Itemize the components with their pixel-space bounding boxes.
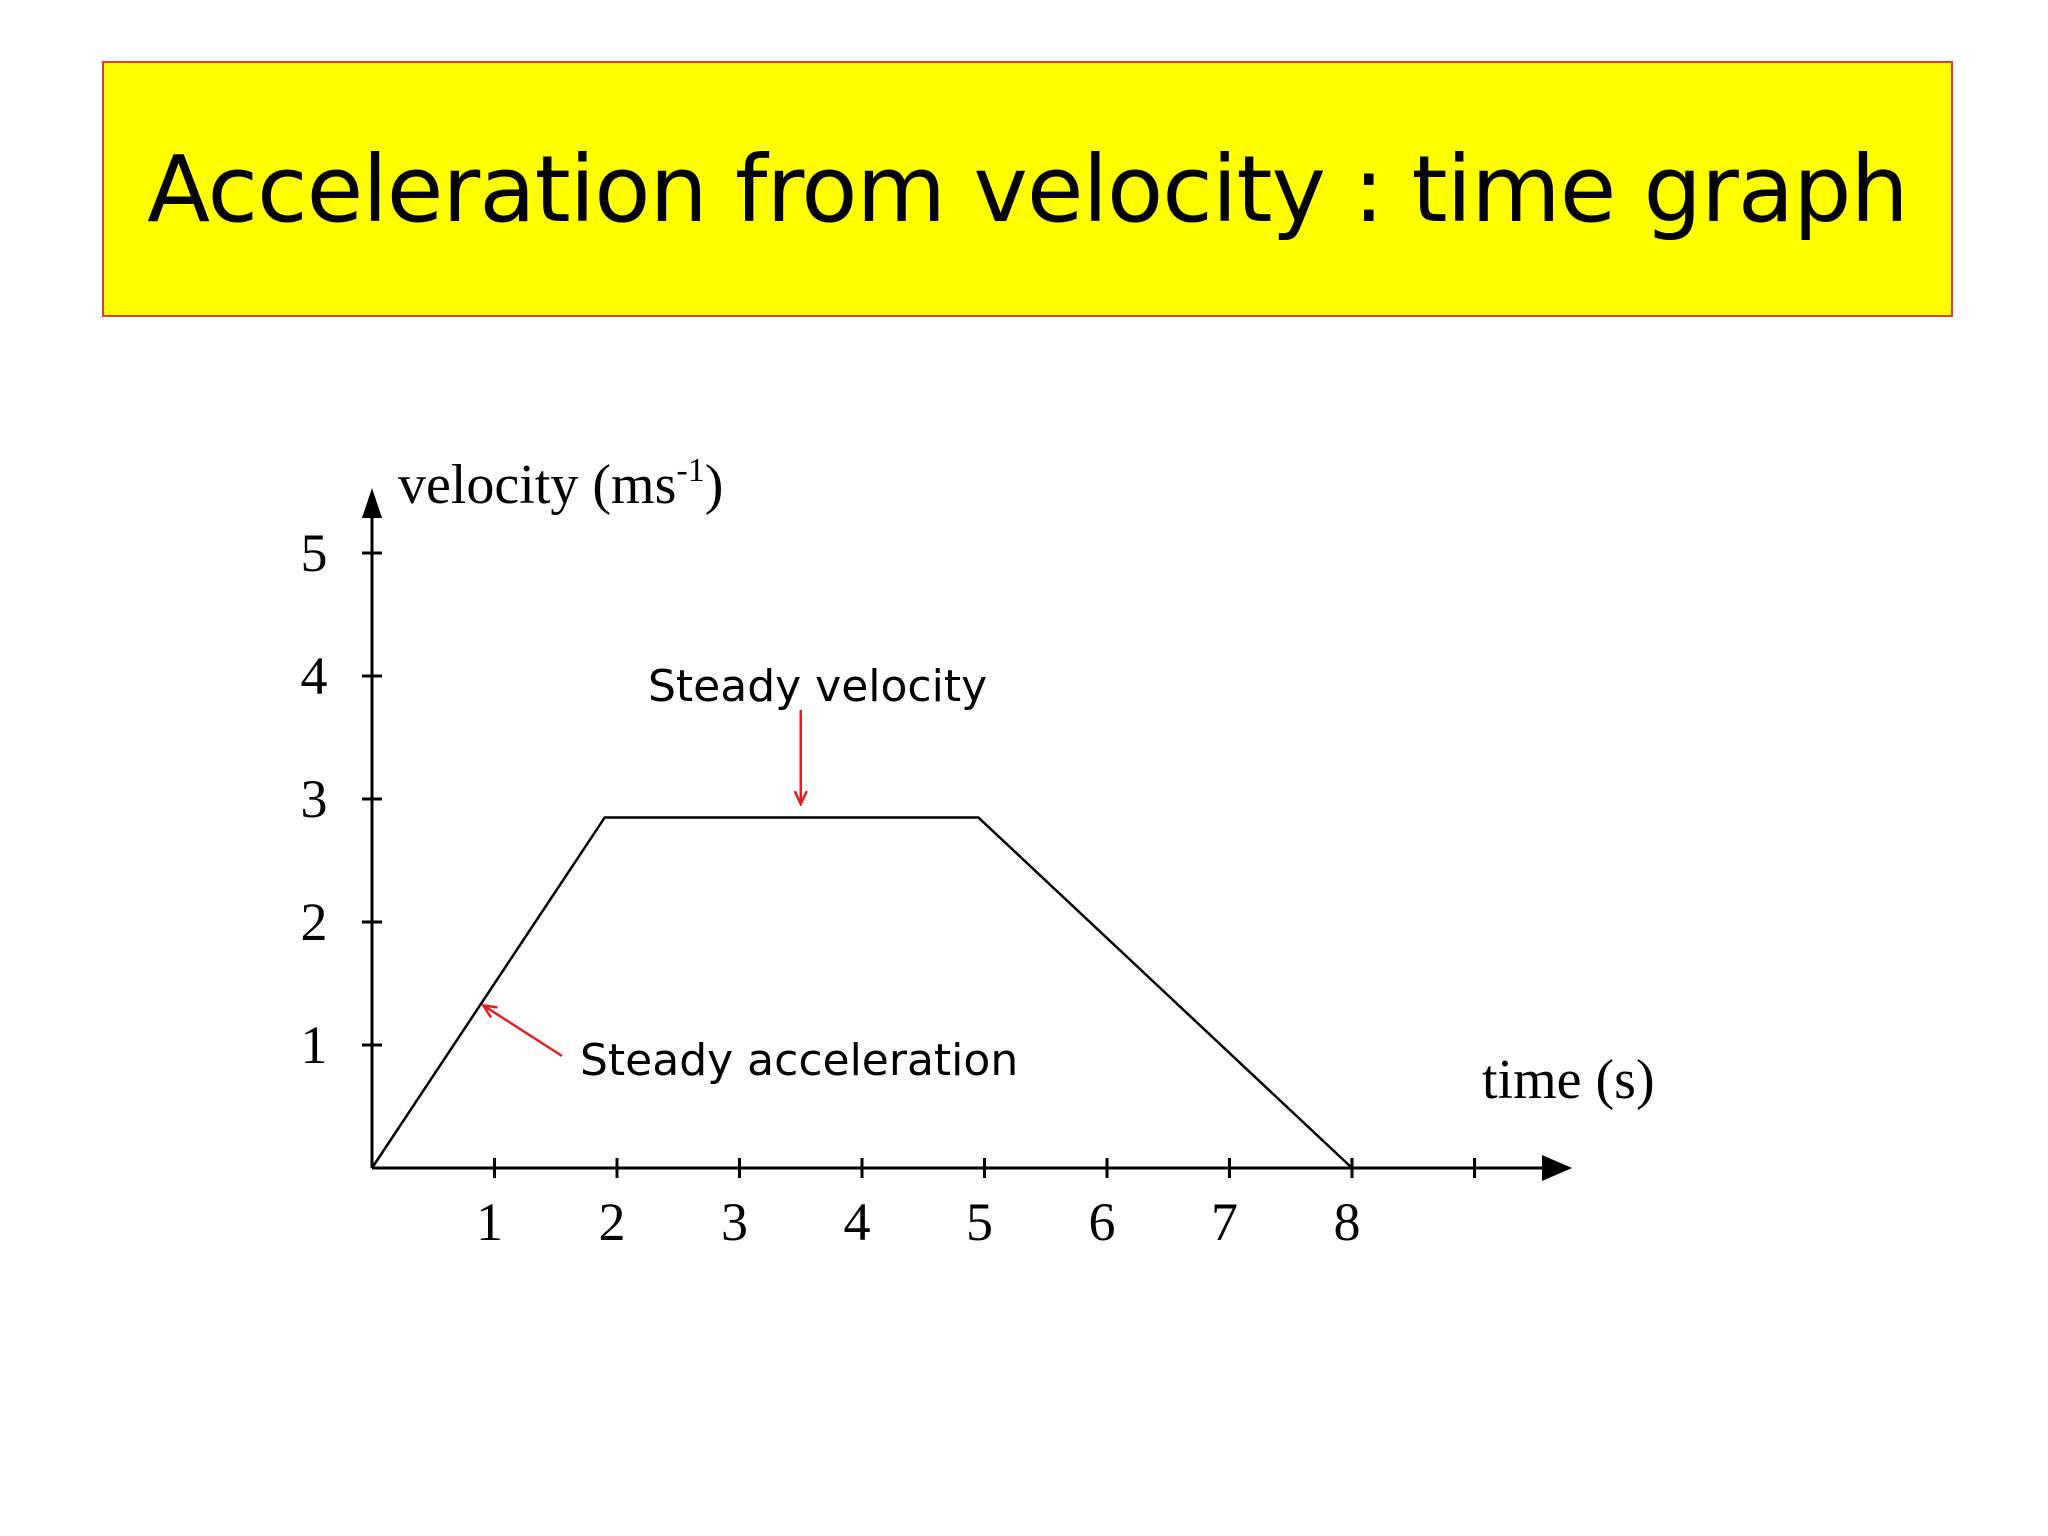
y-axis-label-superscript: -1 <box>676 452 704 489</box>
x-tick-label: 5 <box>966 1192 993 1252</box>
x-tick-label: 8 <box>1334 1192 1361 1252</box>
x-tick-label: 2 <box>599 1192 626 1252</box>
x-tick-label: 1 <box>476 1192 503 1252</box>
y-axis-label: velocity (ms-1) <box>398 452 723 516</box>
x-axis-label: time (s) <box>1482 1049 1655 1111</box>
y-tick-label: 2 <box>301 892 328 952</box>
x-tick-label: 4 <box>844 1192 871 1252</box>
x-tick-label: 7 <box>1211 1192 1238 1252</box>
annotation-steady-acceleration-arrow <box>484 1006 563 1058</box>
x-axis-arrowhead <box>1542 1155 1572 1181</box>
slide-title: Acceleration from velocity : time graph <box>147 135 1909 243</box>
y-axis-arrowhead <box>362 488 382 518</box>
y-tick-label: 4 <box>301 646 328 706</box>
y-tick-label: 5 <box>301 523 328 583</box>
y-axis-label-main: velocity (ms <box>398 454 676 516</box>
y-axis-label-close: ) <box>705 454 724 516</box>
y-ticks: 1 2 3 4 5 <box>301 523 382 1075</box>
title-banner: Acceleration from velocity : time graph <box>102 61 1953 317</box>
annotation-steady-velocity: Steady velocity <box>648 661 987 712</box>
y-tick-label: 1 <box>301 1015 328 1075</box>
x-tick-label: 6 <box>1089 1192 1116 1252</box>
series-line <box>370 816 1353 1169</box>
x-ticks: 1 2 3 4 5 6 7 8 <box>476 1158 1476 1252</box>
annotation-steady-acceleration: Steady acceleration <box>580 1035 1018 1086</box>
x-tick-label: 3 <box>721 1192 748 1252</box>
y-tick-label: 3 <box>301 769 328 829</box>
